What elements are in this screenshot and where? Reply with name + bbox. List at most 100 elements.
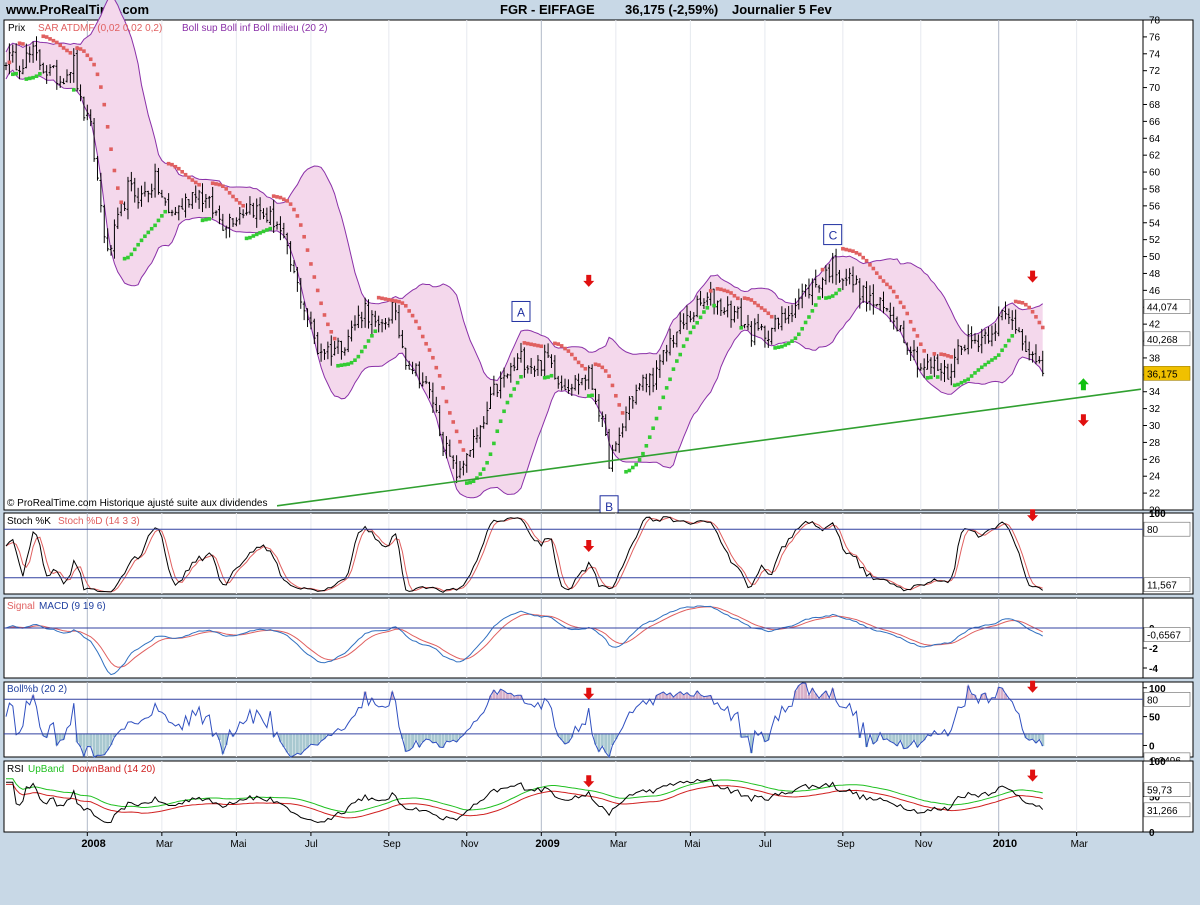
sar-dot bbox=[651, 426, 655, 431]
sar-dot bbox=[383, 297, 388, 301]
site-name[interactable]: www.ProRealTime.com bbox=[5, 2, 149, 17]
sar-dot bbox=[739, 325, 744, 330]
sar-dot bbox=[214, 182, 218, 186]
sar-dot bbox=[349, 360, 354, 365]
macd-plot-area[interactable] bbox=[3, 597, 1144, 679]
sar-dot bbox=[837, 288, 842, 292]
sar-dot bbox=[624, 469, 628, 474]
sar-dot bbox=[773, 346, 777, 350]
sar-dot bbox=[817, 296, 821, 300]
sar-dot bbox=[752, 301, 757, 305]
sar-dot bbox=[129, 252, 134, 257]
sar-dot bbox=[207, 217, 212, 221]
sar-dot bbox=[258, 231, 262, 235]
sar-dot bbox=[515, 380, 520, 385]
sar-dot bbox=[878, 275, 882, 280]
sar-dot bbox=[498, 419, 503, 424]
bollb-plot-area[interactable] bbox=[3, 681, 1144, 758]
sar-dot bbox=[715, 286, 720, 291]
rsi-line bbox=[6, 778, 1044, 824]
sar-dot bbox=[576, 360, 581, 365]
sar-dot bbox=[885, 282, 889, 287]
x-axis-label-mar: Mar bbox=[1071, 839, 1089, 850]
stoch-legend-k: Stoch %K bbox=[7, 516, 51, 527]
sar-dot bbox=[451, 420, 456, 424]
price-y-tick-label: 32 bbox=[1149, 404, 1161, 415]
sar-dot bbox=[78, 47, 83, 51]
price-value-box bbox=[1143, 331, 1191, 347]
rsi-plot-area[interactable] bbox=[3, 760, 1144, 833]
sar-dot bbox=[366, 339, 371, 343]
sar-dot bbox=[427, 348, 432, 352]
price-y-tick-label: 24 bbox=[1149, 472, 1161, 483]
x-axis-label-sep: Sep bbox=[383, 839, 401, 850]
support-trendline[interactable] bbox=[276, 388, 1142, 507]
sar-dot bbox=[990, 358, 994, 362]
sar-dot bbox=[149, 226, 154, 231]
sar-dot bbox=[563, 346, 567, 351]
sar-dot bbox=[160, 214, 164, 218]
sar-dot bbox=[1034, 315, 1038, 319]
rsi-legend-downband: DownBand (14 20) bbox=[72, 764, 155, 775]
sar-dot bbox=[1030, 309, 1035, 314]
sar-dot bbox=[664, 386, 669, 390]
price-y-tick-label: 68 bbox=[1149, 100, 1161, 111]
sar-dot bbox=[241, 203, 245, 208]
sar-dot bbox=[824, 296, 828, 300]
sar-dot bbox=[658, 406, 662, 410]
sar-dot bbox=[302, 234, 306, 239]
annotation-box-c[interactable] bbox=[823, 224, 843, 246]
sar-dot bbox=[820, 267, 825, 272]
stoch-plot-area[interactable] bbox=[3, 512, 1144, 595]
sar-dot bbox=[979, 365, 984, 370]
sar-dot bbox=[119, 200, 123, 205]
sar-dot bbox=[549, 373, 554, 378]
sar-dot bbox=[556, 342, 561, 346]
sar-dot bbox=[973, 371, 977, 375]
sar-dot bbox=[827, 295, 832, 300]
sar-dot bbox=[492, 441, 496, 446]
copyright-note: © ProRealTime.com Historique ajusté suit… bbox=[7, 498, 267, 509]
sar-dot bbox=[959, 380, 964, 385]
sar-dot bbox=[946, 354, 950, 358]
sar-dot bbox=[315, 288, 320, 293]
sar-dot bbox=[834, 291, 838, 296]
sar-dot bbox=[519, 375, 523, 379]
sar-dot bbox=[891, 289, 896, 294]
sar-dot bbox=[173, 164, 178, 169]
sar-dot bbox=[112, 168, 117, 173]
sar-dot bbox=[254, 232, 259, 237]
sar-dot bbox=[780, 344, 784, 349]
sar-dot bbox=[732, 293, 737, 298]
macd-y-tick-label: -4 bbox=[1149, 664, 1158, 675]
sar-dot bbox=[387, 297, 391, 302]
sar-dot bbox=[488, 452, 493, 457]
sar-dot bbox=[7, 60, 12, 65]
sar-dot bbox=[363, 345, 367, 349]
stoch-value-box bbox=[1143, 577, 1191, 592]
stoch-value-label: 11,567 bbox=[1147, 581, 1177, 592]
sar-dot bbox=[790, 339, 794, 343]
sar-dot bbox=[1024, 302, 1028, 307]
sar-dot bbox=[88, 57, 93, 62]
sar-dot bbox=[983, 362, 987, 367]
sar-dot bbox=[217, 182, 222, 187]
price-plot-area[interactable] bbox=[3, 19, 1144, 511]
sar-dot bbox=[190, 178, 195, 182]
price-y-tick-label: 62 bbox=[1149, 151, 1161, 162]
annotation-box-a[interactable] bbox=[511, 300, 531, 322]
sar-dot bbox=[85, 53, 90, 58]
stoch-value-label: 80 bbox=[1147, 525, 1159, 536]
sar-dot bbox=[800, 326, 804, 331]
price-y-tick-label: 74 bbox=[1149, 49, 1161, 60]
sar-dot bbox=[24, 77, 29, 81]
sar-dot bbox=[641, 451, 645, 456]
sar-dot bbox=[309, 262, 313, 266]
sar-dot bbox=[661, 395, 666, 400]
price-y-tick-label: 38 bbox=[1149, 353, 1161, 364]
price-y-tick-label: 52 bbox=[1149, 235, 1161, 246]
sar-dot bbox=[237, 201, 242, 205]
sar-dot bbox=[268, 226, 273, 231]
